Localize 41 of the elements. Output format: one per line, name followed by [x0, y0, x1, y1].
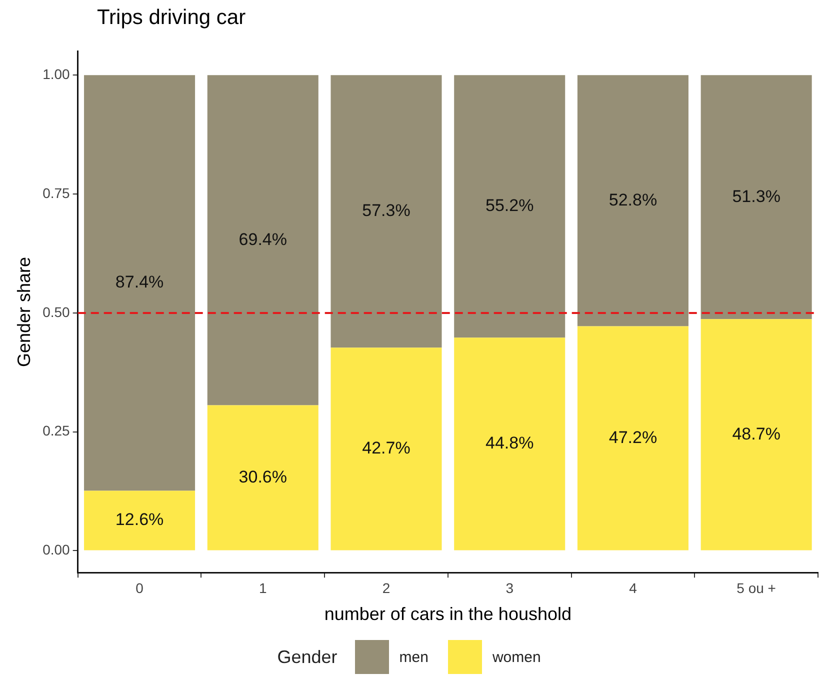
y-axis-title: Gender share — [14, 256, 34, 368]
data-label: 47.2% — [608, 428, 658, 447]
x-tick-label: 4 — [629, 580, 638, 596]
legend-title: Gender — [277, 646, 338, 668]
data-label: 12.6% — [115, 510, 164, 530]
data-label: 42.7% — [362, 438, 410, 458]
y-tick-label: 1.00 — [42, 66, 70, 82]
data-label: 57.3% — [362, 201, 410, 220]
data-label: 87.4% — [115, 272, 164, 292]
data-label: 55.2% — [486, 196, 534, 216]
y-tick-label: 0.75 — [42, 184, 70, 201]
legend-label: women — [492, 648, 541, 666]
legend-label: men — [399, 648, 428, 666]
bar — [84, 490, 196, 550]
bar — [207, 75, 318, 406]
data-label: 51.3% — [732, 186, 780, 206]
bar — [330, 348, 442, 550]
bar — [207, 405, 318, 550]
data-label: 44.8% — [486, 434, 534, 453]
data-label: 69.4% — [238, 230, 287, 249]
data-label: 52.8% — [608, 190, 658, 210]
bar — [454, 75, 566, 338]
x-axis-title: number of cars in the houshold — [324, 604, 572, 624]
x-tick-label: 0 — [136, 580, 144, 596]
x-tick-label: 2 — [382, 580, 390, 596]
data-label: 30.6% — [238, 467, 287, 486]
x-tick-label: 5 ou + — [736, 580, 776, 596]
x-tick-label: 1 — [258, 580, 267, 596]
chart-title: Trips driving car — [97, 6, 246, 30]
data-label: 48.7% — [732, 424, 780, 444]
bar — [700, 75, 812, 320]
x-tick-label: 3 — [506, 580, 514, 596]
bar — [454, 338, 566, 550]
y-tick-label: 0.00 — [42, 542, 70, 558]
bar — [700, 319, 812, 550]
bar — [577, 326, 688, 550]
bar — [330, 75, 442, 348]
bar — [577, 75, 688, 326]
y-tick-label: 0.50 — [42, 304, 70, 320]
y-tick-label: 0.25 — [42, 422, 70, 439]
bar — [84, 75, 196, 491]
